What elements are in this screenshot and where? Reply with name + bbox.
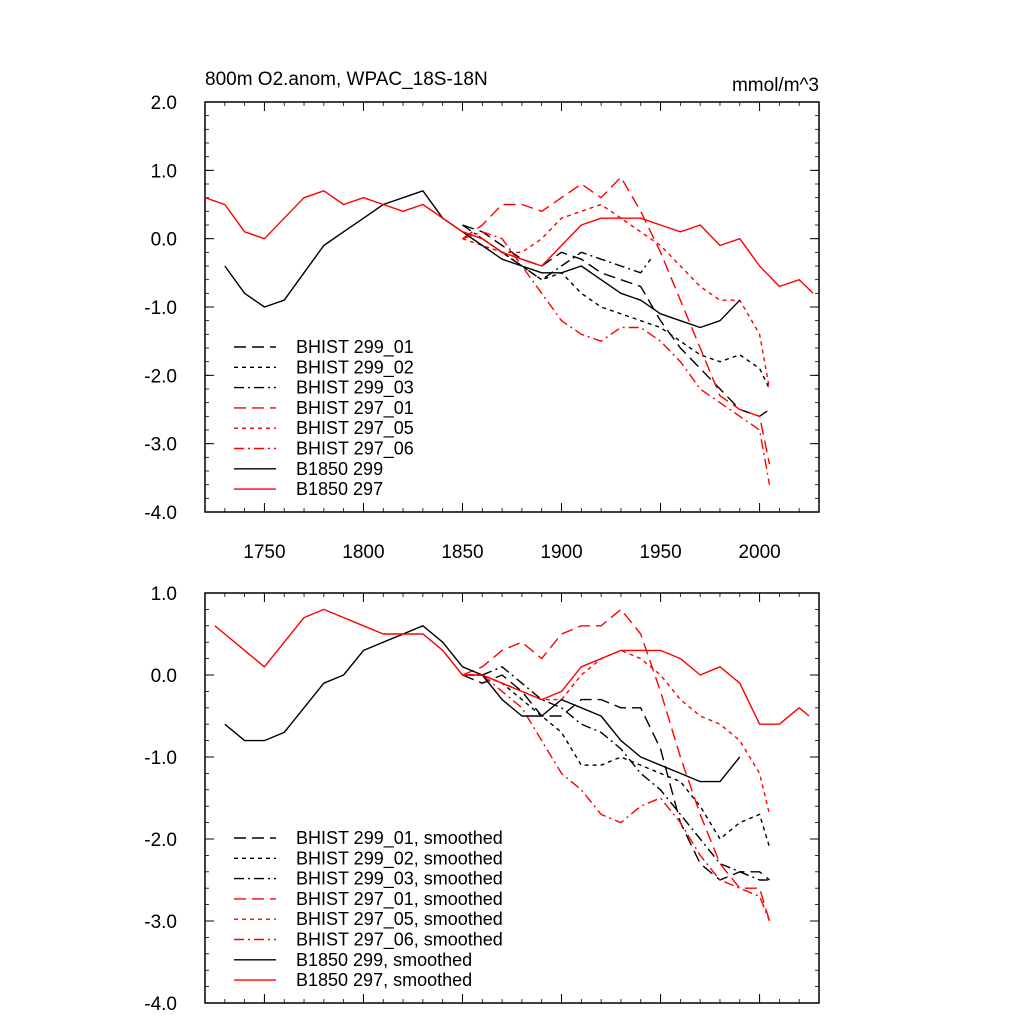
top-series: [204, 176, 814, 485]
bottom-legend-label-bhist-299-01-smoothed: BHIST 299_01, smoothed: [296, 828, 503, 849]
bottom-ytick-label: 1.0: [151, 584, 177, 605]
top-series-bhist-299-03: [462, 224, 652, 281]
top-panel: 800m O2.anom, WPAC_18S-18N mmol/m^3 -4.0…: [144, 69, 820, 563]
top-series-bhist-297-06: [462, 231, 771, 485]
bottom-ytick-label: -2.0: [144, 830, 177, 851]
bottom-ytick-label: -3.0: [144, 912, 177, 933]
top-xtick-label: 1750: [243, 542, 285, 563]
top-ticks: -4.0 -3.0 -2.0 -1.0 0.0 1.0 2.0 1750 1800 1850 190…: [144, 93, 820, 563]
bottom-ytick-label: -4.0: [144, 994, 177, 1015]
bottom-legend-label-bhist-297-06-smoothed: BHIST 297_06, smoothed: [296, 930, 503, 951]
bottom-legend-label-bhist-299-03-smoothed: BHIST 299_03, smoothed: [296, 869, 503, 890]
top-legend-label-b1850-297: B1850 297: [296, 479, 383, 499]
top-ytick-label: 1.0: [151, 161, 177, 182]
top-legend-label-bhist-297-05: BHIST 297_05: [296, 418, 414, 439]
top-series-bhist-299-01: [462, 224, 770, 417]
bottom-ticks: -4.0 -3.0 -2.0 -1.0 0.0 1.0: [144, 584, 820, 1015]
top-series-bhist-297-05: [462, 203, 771, 390]
top-legend-label-bhist-297-06: BHIST 297_06: [296, 439, 414, 460]
top-series-bhist-297-01: [462, 176, 771, 465]
bottom-series-bhist-297-05-smoothed: [462, 649, 771, 815]
top-legend-label-b1850-299: B1850 299: [296, 459, 383, 479]
top-ytick-label: -2.0: [144, 366, 177, 387]
top-ytick-label: 2.0: [151, 93, 177, 114]
bottom-plot-frame: [204, 592, 820, 1004]
bottom-series-bhist-297-01-smoothed: [462, 608, 771, 922]
top-ytick-label: -4.0: [144, 503, 177, 524]
top-ytick-label: -3.0: [144, 435, 177, 456]
top-xtick-label: 1800: [342, 542, 384, 563]
top-xtick-label: 2000: [738, 542, 780, 563]
top-series-b1850-299: [224, 190, 741, 329]
top-units: mmol/m^3: [732, 75, 819, 96]
bottom-legend-label-bhist-297-05-smoothed: BHIST 297_05, smoothed: [296, 909, 503, 930]
top-xtick-label: 1900: [540, 542, 582, 563]
bottom-panel: -4.0 -3.0 -2.0 -1.0 0.0 1.0 BHIST 299_01, smo…: [144, 584, 820, 1015]
top-legend-label-bhist-297-01: BHIST 297_01: [296, 398, 414, 419]
bottom-series-bhist-299-01-smoothed: [462, 674, 770, 881]
bottom-series-bhist-299-02-smoothed: [462, 674, 771, 848]
bottom-series: [214, 608, 810, 922]
bottom-series-b1850-297-smoothed: [214, 608, 810, 725]
bottom-ytick-label: 0.0: [151, 666, 177, 687]
bottom-series-bhist-299-03-smoothed: [462, 666, 770, 881]
top-ytick-label: -1.0: [144, 298, 177, 319]
top-series-b1850-297: [204, 190, 814, 294]
bottom-legend-label-bhist-299-02-smoothed: BHIST 299_02, smoothed: [296, 848, 503, 869]
top-xtick-label: 1950: [639, 542, 681, 563]
top-series-bhist-299-02: [462, 231, 771, 390]
top-xtick-label: 1850: [441, 542, 483, 563]
bottom-ytick-label: -1.0: [144, 748, 177, 769]
top-ytick-label: 0.0: [151, 230, 177, 251]
bottom-series-bhist-297-06-smoothed: [462, 674, 771, 922]
bottom-legend-label-b1850-299-smoothed: B1850 299, smoothed: [296, 950, 472, 970]
bottom-legend-label-bhist-297-01-smoothed: BHIST 297_01, smoothed: [296, 889, 503, 910]
top-legend-label-bhist-299-02: BHIST 299_02: [296, 357, 414, 378]
top-legend-label-bhist-299-03: BHIST 299_03: [296, 378, 414, 399]
bottom-legend-label-b1850-297-smoothed: B1850 297, smoothed: [296, 970, 472, 990]
top-title: 800m O2.anom, WPAC_18S-18N: [205, 69, 488, 90]
top-legend-label-bhist-299-01: BHIST 299_01: [296, 337, 414, 358]
